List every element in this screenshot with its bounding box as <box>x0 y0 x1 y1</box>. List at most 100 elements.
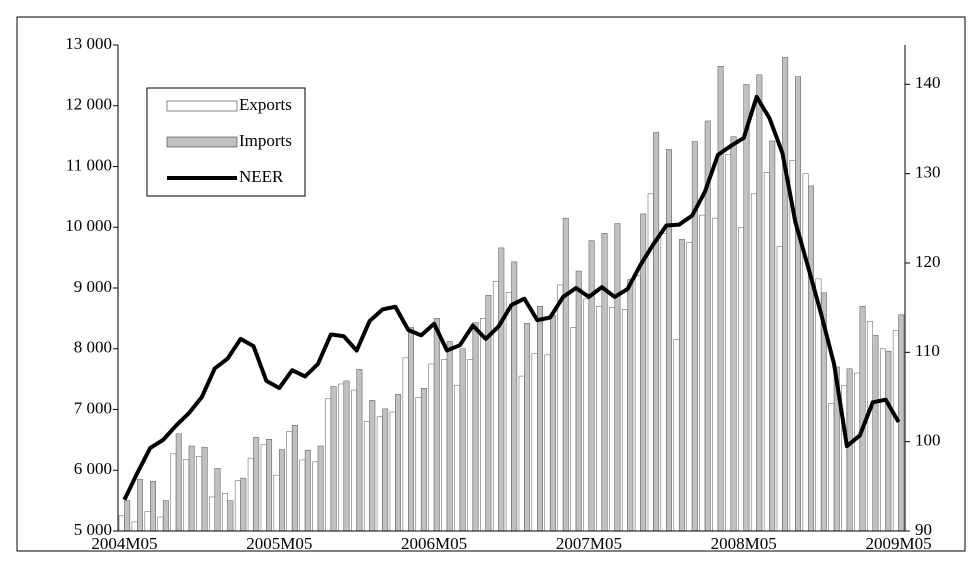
bar <box>279 449 285 532</box>
bar <box>325 398 332 532</box>
bar <box>867 321 873 532</box>
bar <box>175 433 182 532</box>
bar <box>653 132 660 532</box>
bar <box>415 397 422 532</box>
bar <box>892 330 899 532</box>
bar <box>330 386 337 532</box>
bar <box>570 327 577 532</box>
bar <box>299 459 306 532</box>
y-tick-label: 7 000 <box>74 398 112 417</box>
y-tick-label: 5 000 <box>74 520 112 539</box>
bar <box>575 270 582 532</box>
bar <box>583 298 590 532</box>
bar <box>588 240 595 532</box>
x-tick-label: 2009M05 <box>865 534 931 553</box>
bar <box>234 480 241 532</box>
bar <box>492 281 499 532</box>
bar <box>691 141 698 532</box>
bar <box>601 233 608 532</box>
bar <box>756 74 763 532</box>
bar <box>549 315 556 532</box>
bar <box>227 500 234 532</box>
bar <box>846 368 853 532</box>
bar <box>562 217 569 532</box>
bar <box>660 233 667 532</box>
bar <box>441 359 448 532</box>
bar <box>673 339 680 532</box>
bar <box>769 140 776 532</box>
bar <box>209 496 216 532</box>
bar <box>485 295 492 532</box>
bar <box>717 66 724 532</box>
bar <box>634 275 641 532</box>
y-tick-label: 10 000 <box>65 216 112 235</box>
legend-label: NEER <box>239 167 284 186</box>
bar <box>131 521 138 532</box>
bar <box>183 459 190 532</box>
bar <box>369 400 376 532</box>
bar <box>240 477 247 532</box>
bar <box>454 384 461 532</box>
bar <box>898 314 905 532</box>
bar <box>609 307 615 532</box>
bar <box>524 322 531 532</box>
bar <box>828 403 835 532</box>
frame <box>16 16 966 552</box>
bar <box>221 493 228 532</box>
bar <box>666 149 672 532</box>
bar <box>433 318 440 532</box>
legend-swatch <box>166 100 238 112</box>
bar <box>356 369 363 532</box>
bar <box>854 372 861 532</box>
bar <box>266 439 273 532</box>
y-tick-label: 8 000 <box>74 338 112 357</box>
line <box>122 94 901 501</box>
bar <box>686 242 693 532</box>
y-tick-label: 6 000 <box>74 459 112 478</box>
bar <box>338 383 345 532</box>
bar <box>699 214 706 532</box>
bar <box>537 305 543 532</box>
bar <box>446 341 453 532</box>
x-tick-label: 2008M05 <box>711 534 777 553</box>
bar <box>872 335 879 532</box>
bar <box>247 457 254 532</box>
bar <box>137 479 144 532</box>
bar <box>480 318 486 532</box>
y2-tick-label: 130 <box>915 163 941 182</box>
x-tick-label: 2007M05 <box>556 534 622 553</box>
bar <box>291 425 298 532</box>
y-tick-label: 9 000 <box>74 277 112 296</box>
bar <box>260 444 267 532</box>
bar <box>879 348 886 532</box>
bar <box>420 387 427 532</box>
bar <box>286 431 293 532</box>
bar <box>273 474 280 532</box>
bar <box>317 445 324 532</box>
y-tick-label: 12 000 <box>65 95 112 114</box>
y-tick-label: 13 000 <box>65 34 112 53</box>
bar <box>621 309 628 532</box>
bar <box>459 348 466 532</box>
y2-tick-label: 110 <box>915 341 940 360</box>
y2-tick-label: 100 <box>915 431 941 450</box>
bar <box>312 461 319 532</box>
bar <box>253 437 260 532</box>
y2-tick-label: 120 <box>915 252 941 271</box>
bar <box>885 350 892 532</box>
bar <box>505 292 512 532</box>
bar <box>467 359 474 532</box>
y2-tick-label: 140 <box>915 73 941 92</box>
bar <box>118 515 125 532</box>
bar <box>343 380 350 532</box>
bar <box>382 408 389 532</box>
bar <box>802 173 809 532</box>
bar <box>196 456 203 532</box>
bar <box>678 239 685 532</box>
legend-label: Imports <box>239 131 292 150</box>
bar <box>428 363 435 532</box>
bar <box>743 84 750 532</box>
bar <box>763 172 770 532</box>
bar <box>395 394 402 532</box>
